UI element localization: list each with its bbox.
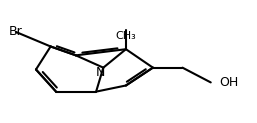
Text: CH₃: CH₃ — [116, 31, 136, 41]
Text: N: N — [96, 66, 105, 79]
Text: OH: OH — [220, 76, 239, 89]
Text: Br: Br — [9, 25, 23, 38]
